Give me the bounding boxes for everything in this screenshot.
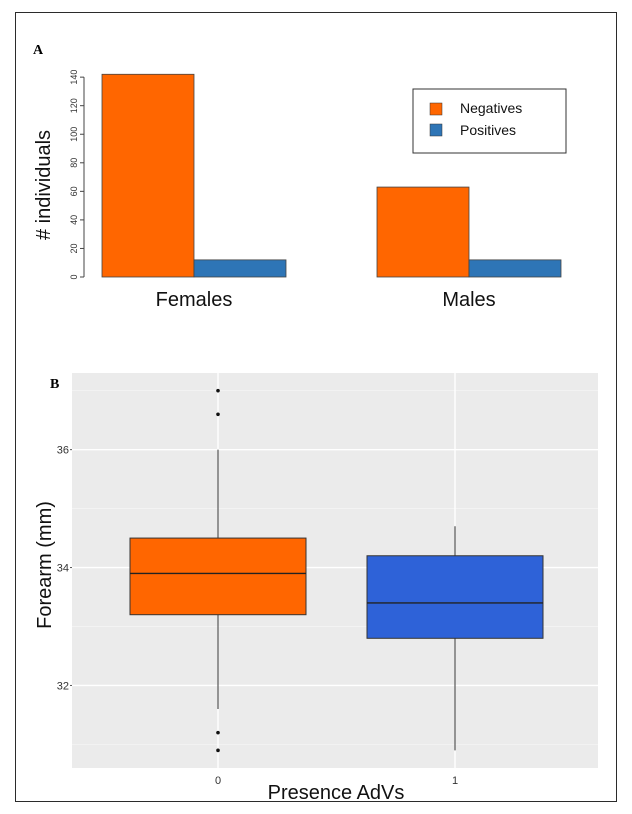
panel-a-y-tick-label: 140 xyxy=(69,70,79,85)
panel-b-boxes xyxy=(129,388,544,753)
panel-b-y-tick-label: 32 xyxy=(57,680,69,692)
panel-a-y-tick-label: 60 xyxy=(69,186,79,196)
legend-swatch-negatives xyxy=(429,102,443,116)
legend-label-negatives: Negatives xyxy=(460,100,522,116)
legend-swatch-positives xyxy=(429,123,443,137)
box-1-iqr xyxy=(366,555,544,639)
panel-a-y-tick-label: 80 xyxy=(69,158,79,168)
legend-label-positives: Positives xyxy=(460,122,516,138)
panel-b-y-tick-label: 34 xyxy=(57,563,69,575)
panel-b-y-ticks: 32 34 36 xyxy=(57,445,72,692)
panel-a-y-ticks: 0 20 40 60 80 100 120 140 xyxy=(69,70,84,280)
panel-a-bars xyxy=(101,73,562,278)
panel-a-category-labels: Females Males xyxy=(156,289,496,311)
bar-negatives-males xyxy=(376,186,470,278)
panel-a-y-tick-label: 120 xyxy=(69,98,79,113)
panel-b-x-tick-label: 0 xyxy=(215,775,221,787)
panel-b-y-axis-label: Forearm (mm) xyxy=(34,501,56,629)
panel-a-y-axis-label: # individuals xyxy=(33,130,55,240)
box-0-outlier xyxy=(216,730,220,735)
box-0-outlier xyxy=(216,388,220,393)
box-0-outlier xyxy=(216,412,220,417)
panel-a-category-label: Males xyxy=(442,289,495,311)
figure-frame xyxy=(15,12,617,802)
panel-a-y-tick-label: 100 xyxy=(69,127,79,142)
panel-a-y-tick-label: 40 xyxy=(69,215,79,225)
panel-b-label: B xyxy=(50,377,59,392)
panel-b-x-axis-label: Presence AdVs xyxy=(268,782,405,804)
bar-positives-males xyxy=(468,259,562,278)
panel-a-y-tick-label: 0 xyxy=(69,274,79,279)
box-0-iqr xyxy=(129,537,307,616)
panel-a-bar-chart: A # individuals 0 20 40 60 80 100 120 140 Femal… xyxy=(33,43,567,311)
box-0-outlier xyxy=(216,748,220,753)
panel-a-legend: Negatives Positives xyxy=(412,88,567,154)
bar-positives-females xyxy=(193,259,287,278)
bar-negatives-females xyxy=(101,73,195,278)
panel-a-label: A xyxy=(33,43,44,58)
legend-box xyxy=(412,88,567,154)
panel-a-y-tick-label: 20 xyxy=(69,243,79,253)
panel-b-x-tick-label: 1 xyxy=(452,775,458,787)
panel-b-y-tick-label: 36 xyxy=(57,445,69,457)
panel-a-category-label: Females xyxy=(156,289,233,311)
